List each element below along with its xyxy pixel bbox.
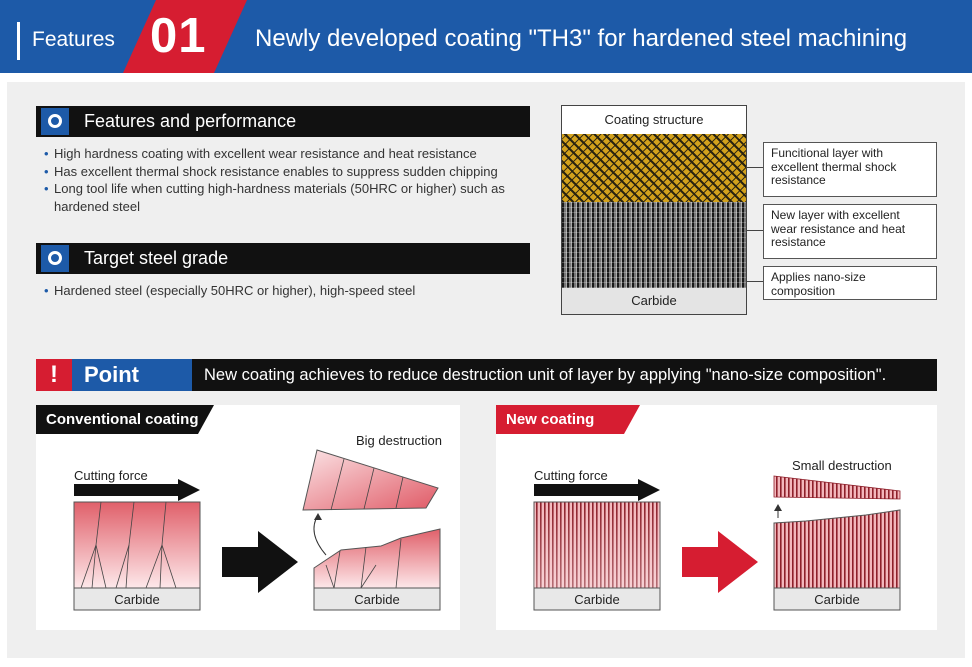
wear-resistant-layer xyxy=(562,202,746,288)
process-arrow-icon xyxy=(222,531,298,593)
functional-layer xyxy=(562,134,746,202)
new-coating-illustration: Cutting force Carbide Small destruction … xyxy=(533,458,901,611)
section-number: 01 xyxy=(150,9,207,63)
carbide-base: Carbide xyxy=(562,288,746,314)
cutting-force-arrow-icon xyxy=(74,479,200,501)
point-bar: ! Point New coating achieves to reduce d… xyxy=(36,359,937,391)
arrow-head-icon xyxy=(314,513,322,520)
carbide-label: Carbide xyxy=(354,592,400,607)
carbide-base-before xyxy=(73,587,201,611)
exclamation-icon: ! xyxy=(36,359,72,391)
callout-leader xyxy=(747,167,763,168)
list-item: Long tool life when cutting high-hardnes… xyxy=(44,180,540,215)
cutting-force-arrow-icon xyxy=(534,479,660,501)
point-label: Point xyxy=(72,359,192,391)
result-label: Small destruction xyxy=(792,458,892,473)
target-list: Hardened steel (especially 50HRC or high… xyxy=(44,282,540,300)
coating-block-before xyxy=(73,501,201,589)
page-header: Features 01 Newly developed coating "TH3… xyxy=(0,0,972,73)
conventional-coating-card: Cutting force Carbide Big destruction xyxy=(36,405,460,630)
conventional-illustration: Cutting force Carbide Big destruction xyxy=(73,433,442,611)
carbide-base-after xyxy=(773,587,901,611)
lift-arrow xyxy=(313,514,327,556)
carbide-base-before xyxy=(533,587,661,611)
section-label: Features xyxy=(32,28,115,51)
point-text: New coating achieves to reduce destructi… xyxy=(204,366,887,384)
coating-structure-title: Coating structure xyxy=(604,112,704,127)
circle-bullet-icon xyxy=(41,245,69,272)
circle-bullet-icon xyxy=(41,108,69,135)
small-fragment xyxy=(773,475,901,500)
cutting-force-label: Cutting force xyxy=(74,468,148,483)
features-list: High hardness coating with excellent wea… xyxy=(44,145,540,215)
list-item: High hardness coating with excellent wea… xyxy=(44,145,540,163)
process-arrow-icon xyxy=(682,531,758,593)
target-heading: Target steel grade xyxy=(84,248,229,268)
carbide-label: Carbide xyxy=(114,592,160,607)
new-coating-tag: New coating xyxy=(496,405,640,434)
list-item: Hardened steel (especially 50HRC or high… xyxy=(44,282,540,300)
callout-functional-layer: Funcitional layer with excellent thermal… xyxy=(763,142,937,197)
carbide-label: Carbide xyxy=(814,592,860,607)
target-heading-bar: Target steel grade xyxy=(36,243,530,274)
coating-block-after xyxy=(773,509,901,589)
callout-nano-composition: Applies nano-size composition xyxy=(763,266,937,300)
conventional-coating-tag: Conventional coating xyxy=(36,405,214,434)
carbide-base-after xyxy=(313,587,441,611)
coating-structure-diagram: Coating structure Carbide xyxy=(561,105,747,315)
carbide-label: Carbide xyxy=(574,592,620,607)
features-heading-bar: Features and performance xyxy=(36,106,530,137)
header-divider xyxy=(17,22,20,60)
page-title: Newly developed coating "TH3" for harden… xyxy=(255,25,908,52)
broken-fragment xyxy=(302,449,439,511)
result-label: Big destruction xyxy=(356,433,442,448)
arrow-head-icon xyxy=(774,504,782,511)
callout-new-layer: New layer with excellent wear resistance… xyxy=(763,204,937,259)
features-heading: Features and performance xyxy=(84,111,297,131)
coating-block-after xyxy=(313,528,441,589)
list-item: Has excellent thermal shock resistance e… xyxy=(44,163,540,181)
cutting-force-label: Cutting force xyxy=(534,468,608,483)
callout-leader xyxy=(747,230,763,231)
new-coating-card: Cutting force Carbide Small destruction … xyxy=(496,405,937,630)
grain-boundaries xyxy=(80,501,177,589)
callout-leader xyxy=(747,281,763,282)
